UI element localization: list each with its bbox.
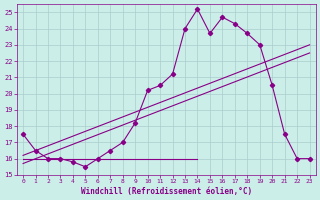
- X-axis label: Windchill (Refroidissement éolien,°C): Windchill (Refroidissement éolien,°C): [81, 187, 252, 196]
